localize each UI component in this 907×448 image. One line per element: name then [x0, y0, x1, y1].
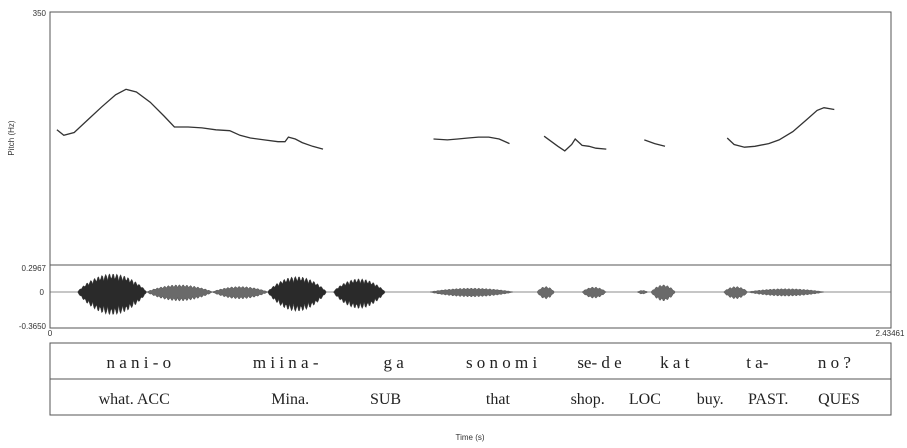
waveform-segment-7: [536, 286, 555, 300]
time-axis-label: Time (s): [455, 433, 484, 442]
tier2-label-2: Mina.: [271, 391, 309, 408]
waveform-y-top-label: 0.2967: [22, 264, 47, 273]
tier2-label-4: that: [486, 391, 511, 408]
tier1-label-5: se- d e: [577, 353, 621, 372]
tier2-label-1: what. ACC: [99, 391, 170, 408]
tier1-label-2: m i i n a -: [253, 353, 319, 372]
waveform-segment-9: [636, 290, 648, 295]
tier2-label-5: shop.: [571, 391, 605, 408]
waveform-segment-3: [212, 286, 269, 300]
annotation-tier-2: what. ACC Mina. SUB that shop. LOC buy. PAST. QU…: [99, 391, 860, 408]
pitch-contour-2: [433, 136, 510, 145]
tier2-label-3: SUB: [370, 391, 401, 408]
waveform-segment-12: [747, 288, 825, 297]
tier1-label-1: n a n i - o: [106, 353, 171, 372]
pitch-y-axis-label: Pitch (Hz): [7, 120, 16, 155]
annotation-tier-1: n a n i - o m i i n a - g a s o n o m i se- …: [106, 353, 850, 372]
waveform: [77, 273, 825, 316]
pitch-contour-3: [543, 135, 607, 152]
tier2-label-8: PAST.: [748, 391, 788, 408]
pitch-contours: [56, 88, 835, 152]
pitch-contour-1: [56, 88, 324, 150]
waveform-y-zero-label: 0: [40, 288, 45, 297]
waveform-y-bottom-label: -0.3650: [19, 322, 47, 331]
tier1-label-3: g a: [383, 353, 404, 372]
waveform-segment-2: [146, 284, 213, 302]
waveform-segment-8: [581, 286, 607, 299]
waveform-segment-4: [267, 275, 327, 313]
waveform-segment-5: [333, 278, 386, 310]
waveform-panel-frame: [49, 264, 892, 329]
tier2-label-9: QUES: [818, 391, 860, 408]
tier2-label-7: buy.: [697, 391, 724, 408]
tier2-label-6: LOC: [629, 391, 661, 408]
tier1-label-4: s o n o m i: [466, 353, 538, 372]
waveform-segment-10: [650, 284, 676, 302]
pitch-panel-frame: [49, 11, 892, 266]
tier1-label-8: n o ?: [818, 353, 851, 372]
waveform-segment-11: [723, 286, 749, 300]
tier1-label-6: k a t: [660, 353, 690, 372]
pitch-contour-4: [644, 139, 666, 147]
time-start-label: 0: [48, 329, 53, 338]
tier1-label-7: t a-: [746, 353, 769, 372]
waveform-segment-6: [429, 287, 514, 298]
time-end-label: 2.43461: [876, 329, 905, 338]
waveform-segment-1: [77, 273, 147, 316]
pitch-contour-5: [726, 107, 835, 148]
pitch-y-top-label: 350: [33, 9, 47, 18]
